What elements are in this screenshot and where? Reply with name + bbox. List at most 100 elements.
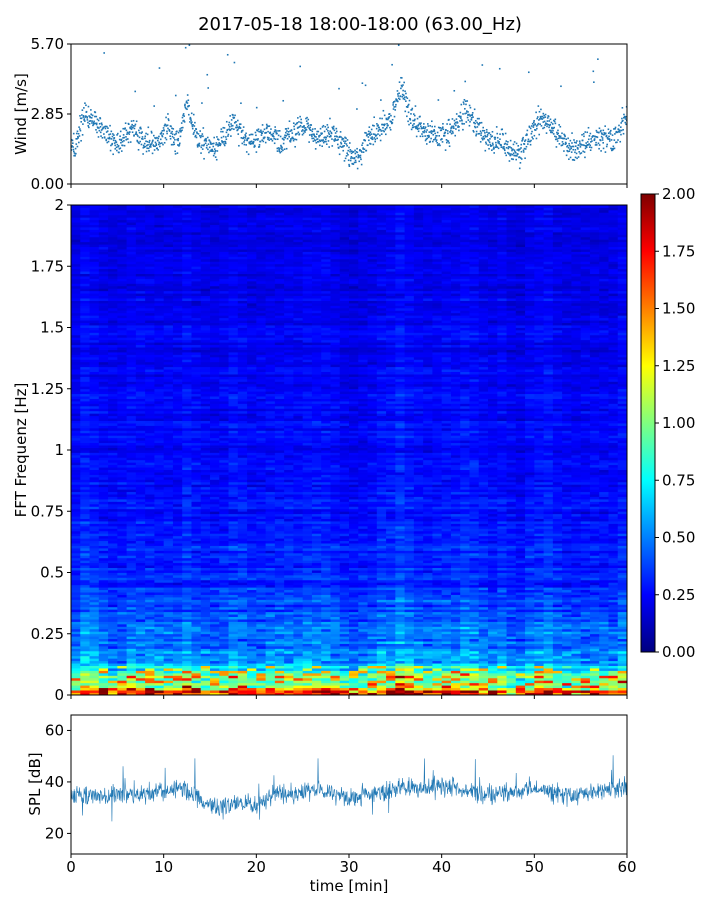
heatmap-cell (293, 599, 304, 603)
heatmap-cell (571, 574, 582, 578)
heatmap-cell (265, 592, 276, 595)
wind-point (509, 139, 512, 142)
heatmap-cell (534, 685, 544, 689)
wind-point (208, 151, 210, 154)
heatmap-cell (108, 579, 118, 583)
wind-point (489, 138, 491, 140)
heatmap-cell (247, 582, 257, 586)
wind-point (152, 134, 155, 137)
heatmap-cell (191, 599, 202, 603)
wind-point (205, 140, 208, 142)
heatmap-cell (274, 621, 285, 625)
heatmap-cell (469, 604, 480, 608)
heatmap-cell (182, 650, 192, 654)
heatmap-cell (98, 589, 109, 593)
heatmap-cell (599, 601, 609, 605)
heatmap-cell (339, 584, 350, 588)
wind-point (524, 148, 527, 150)
heatmap-cell (367, 685, 378, 689)
heatmap-cell (478, 675, 489, 679)
wind-point (220, 128, 223, 130)
heatmap-cell (525, 643, 535, 647)
wind-point (425, 131, 428, 133)
wind-point (601, 137, 604, 139)
heatmap-cell (608, 638, 619, 642)
heatmap-cell (497, 658, 507, 662)
heatmap-cell (506, 687, 517, 691)
heatmap-cell (237, 655, 248, 659)
wind-point (136, 140, 139, 143)
wind-point (294, 145, 296, 148)
heatmap-cell (302, 646, 313, 649)
heatmap-cell (108, 631, 118, 635)
heatmap-cell (580, 584, 591, 588)
heatmap-cell (228, 589, 239, 593)
heatmap-cell (525, 567, 535, 571)
heatmap-cell (580, 641, 591, 644)
heatmap-cell (552, 594, 563, 598)
heatmap-cell (460, 570, 470, 573)
heatmap-cell (534, 668, 544, 671)
heatmap-cell (450, 601, 461, 605)
wind-point (278, 130, 281, 132)
heatmap-cell (172, 582, 183, 586)
heatmap-cell (469, 658, 480, 662)
heatmap-cell (302, 628, 313, 632)
heatmap-cell (617, 619, 628, 622)
heatmap-cell (89, 682, 100, 686)
wind-point (163, 141, 166, 144)
heatmap-cell (293, 577, 304, 581)
heatmap-cell (191, 597, 202, 600)
heatmap-cell (376, 633, 387, 637)
heatmap-cell (413, 633, 424, 637)
heatmap-cell (145, 633, 155, 637)
wind-point (167, 118, 170, 120)
heatmap-cell (478, 574, 489, 578)
heatmap-cell (404, 636, 415, 640)
heatmap-cell (247, 670, 257, 674)
heatmap-cell (589, 633, 600, 637)
heatmap-cell (154, 672, 165, 676)
wind-point (525, 145, 528, 148)
heatmap-cell (404, 614, 415, 617)
heatmap-cell (228, 648, 239, 652)
heatmap-cell (515, 577, 526, 581)
heatmap-cell (497, 623, 507, 627)
wind-point (323, 136, 326, 139)
heatmap-cell (432, 646, 443, 649)
heatmap-cell (478, 623, 489, 627)
heatmap-cell (284, 616, 294, 620)
wind-point (188, 44, 191, 47)
heatmap-cell (413, 609, 424, 613)
heatmap-cell (98, 660, 109, 664)
heatmap-cell (423, 641, 433, 644)
heatmap-cell (284, 636, 294, 640)
heatmap-cell (525, 677, 535, 681)
wind-point (346, 144, 348, 147)
heatmap-cell (432, 668, 443, 671)
wind-point (522, 149, 525, 152)
wind-point (359, 156, 362, 159)
heatmap-cell (330, 672, 341, 676)
heatmap-cell (311, 675, 322, 679)
wind-point (412, 126, 415, 129)
heatmap-cell (349, 653, 359, 657)
heatmap-cell (543, 677, 554, 681)
heatmap-cell (497, 587, 507, 591)
heatmap-cell (469, 606, 480, 610)
heatmap-cell (571, 685, 582, 689)
heatmap-cell (367, 668, 378, 671)
heatmap-cell (497, 619, 507, 622)
wind-point (498, 67, 501, 70)
heatmap-cell (330, 631, 341, 635)
heatmap-cell (321, 633, 331, 637)
wind-point (253, 138, 255, 141)
heatmap-cell (274, 574, 285, 578)
wind-point (308, 134, 311, 136)
heatmap-cell (543, 653, 554, 657)
heatmap-cell (617, 682, 628, 686)
heatmap-cell (256, 565, 266, 568)
wind-point (245, 144, 247, 146)
heatmap-cell (80, 665, 90, 669)
